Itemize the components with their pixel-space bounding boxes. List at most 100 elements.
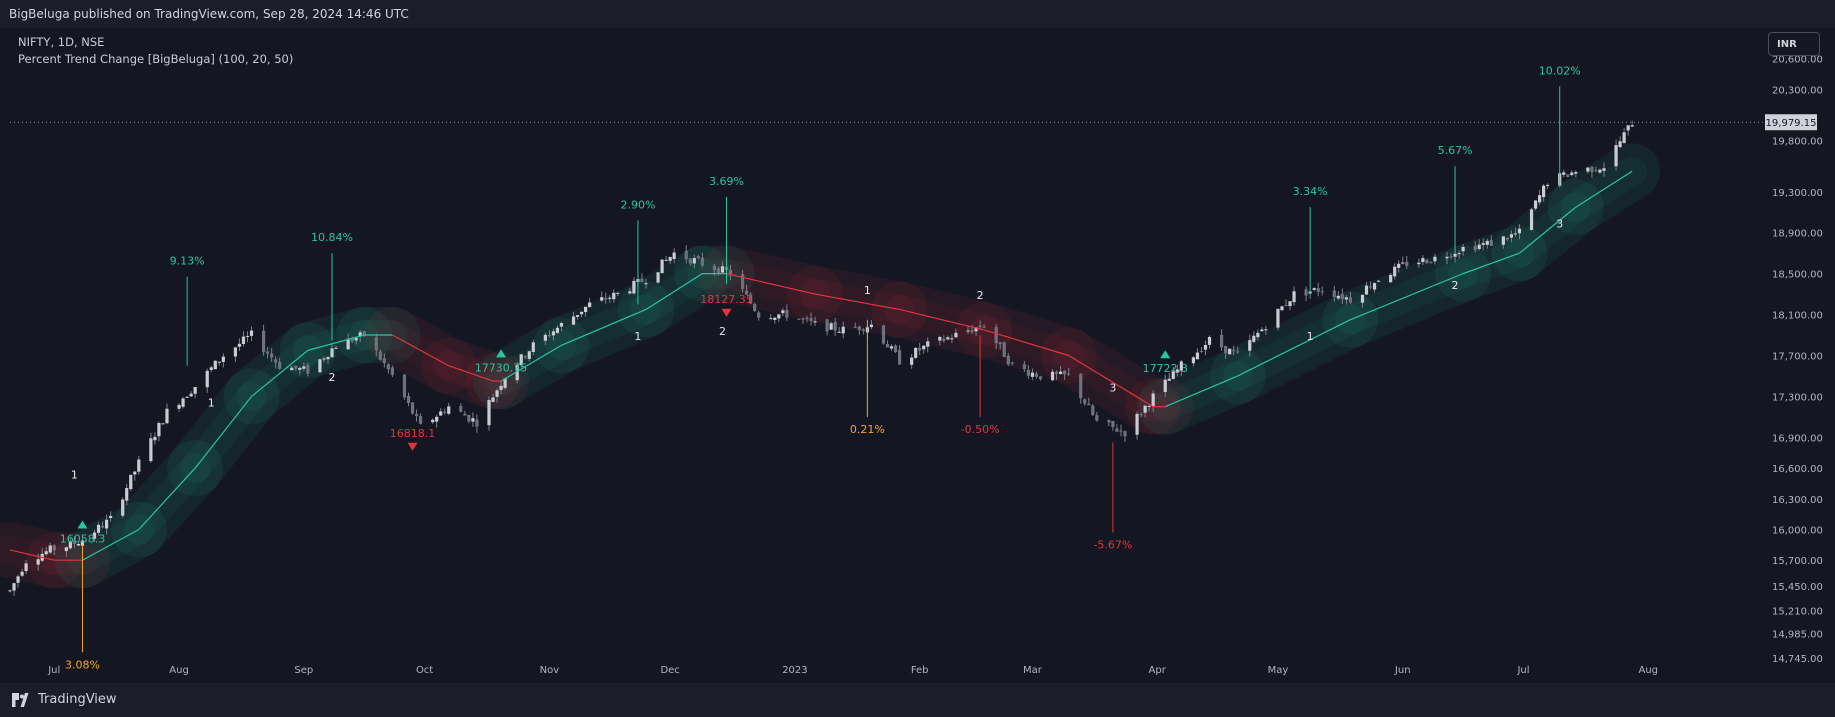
candle-body	[205, 370, 209, 388]
trend-count-label: 3	[1556, 218, 1563, 231]
x-tick-label: Sep	[294, 665, 313, 676]
trend-line-segment	[814, 293, 900, 311]
candle-body	[950, 338, 954, 340]
candle-body	[926, 341, 930, 347]
candle-body	[270, 353, 274, 358]
trend-line-segment	[645, 273, 703, 310]
candle-body	[889, 346, 894, 349]
candle-body	[1537, 195, 1542, 203]
candle-body	[1586, 167, 1590, 172]
candle-body	[1083, 399, 1087, 404]
candle-body	[978, 325, 982, 328]
candle-body	[1111, 421, 1115, 427]
x-tick-label: Jun	[1394, 665, 1411, 676]
candle-body	[1546, 184, 1550, 186]
candle-body	[1429, 261, 1433, 263]
candle-body	[350, 338, 354, 342]
sell-signal-icon	[721, 308, 732, 317]
y-tick-label: 19,300.00	[1772, 188, 1823, 199]
candle-body	[105, 519, 109, 529]
trend-line-segment	[561, 308, 647, 346]
x-tick-label: May	[1268, 665, 1289, 676]
candle-body	[459, 406, 463, 412]
candle-body	[805, 318, 809, 320]
candle-body	[660, 259, 664, 274]
candle-body	[801, 318, 805, 320]
percent-marker-label: 2.90%	[620, 198, 655, 211]
candle-body	[1119, 430, 1123, 432]
candle-body	[994, 327, 998, 344]
buy-signal-icon	[1160, 350, 1171, 359]
candle-body	[1167, 378, 1171, 381]
candle-body	[1348, 297, 1353, 303]
trend-count-label: 1	[208, 397, 215, 410]
candle-body	[769, 318, 773, 320]
candle-body	[1590, 166, 1594, 173]
trend-line-segment	[138, 467, 196, 530]
candle-body	[1115, 428, 1119, 432]
trend-count-label: 1	[71, 468, 78, 481]
candle-body	[330, 348, 334, 358]
trend-line-segment	[194, 396, 252, 469]
candle-body	[1107, 419, 1111, 423]
candle-body	[777, 314, 781, 319]
candle-body	[153, 436, 157, 441]
candle-body	[8, 590, 12, 592]
candle-body	[1364, 285, 1369, 295]
candle-body	[749, 294, 753, 304]
tradingview-brand[interactable]: TradingView	[10, 692, 117, 707]
candle-body	[700, 257, 704, 266]
candle-body	[1224, 345, 1228, 354]
candle-body	[322, 358, 326, 360]
candle-body	[897, 350, 902, 365]
candle-body	[857, 326, 861, 331]
y-tick-label: 20,600.00	[1772, 55, 1823, 66]
candle-body	[1360, 294, 1365, 303]
candle-body	[1123, 431, 1127, 437]
candle-body	[165, 408, 169, 424]
trend-line-segment	[726, 273, 816, 295]
candle-body	[797, 318, 801, 320]
trend-count-label: 2	[1452, 279, 1459, 292]
candle-body	[233, 347, 238, 357]
candle-body	[1397, 263, 1401, 268]
trend-line-segment	[899, 308, 985, 331]
candle-body	[712, 265, 717, 271]
candle-body	[435, 416, 439, 422]
candle-body	[1219, 334, 1224, 348]
currency-button[interactable]: INR	[1768, 32, 1820, 56]
candle-body	[1288, 301, 1292, 307]
x-tick-label: Apr	[1149, 665, 1167, 676]
trend-count-label: 2	[977, 289, 984, 302]
candle-body	[893, 345, 898, 353]
candle-body	[16, 576, 20, 583]
candle-body	[1147, 405, 1151, 407]
brand-label: TradingView	[38, 692, 117, 707]
candle-body	[217, 361, 221, 363]
candle-body	[80, 540, 85, 546]
y-tick-label: 15,450.00	[1772, 582, 1823, 593]
trend-line-segment	[251, 349, 309, 397]
percent-marker-label: 10.84%	[311, 231, 353, 244]
candle-body	[869, 324, 873, 328]
candle-body	[1022, 364, 1026, 370]
y-tick-label: 16,900.00	[1772, 433, 1823, 444]
candle-body	[266, 351, 270, 354]
candle-body	[237, 343, 242, 347]
candle-body	[1433, 256, 1437, 262]
y-tick-label: 18,900.00	[1772, 229, 1823, 240]
candle-body	[92, 532, 97, 539]
y-tick-label: 18,500.00	[1772, 270, 1823, 281]
candle-body	[1232, 350, 1236, 352]
candle-body	[1449, 256, 1453, 258]
candle-body	[1368, 286, 1373, 288]
candle-body	[881, 325, 886, 344]
candle-body	[1010, 362, 1014, 364]
candle-body	[559, 323, 564, 327]
buy-signal-label: 17730.75	[475, 361, 528, 374]
indicator-line[interactable]: Percent Trend Change [BigBeluga] (100, 2…	[18, 52, 294, 66]
symbol-line[interactable]: NIFTY, 1D, NSE	[18, 35, 105, 49]
candle-body	[181, 398, 185, 407]
candle-body	[656, 272, 660, 283]
